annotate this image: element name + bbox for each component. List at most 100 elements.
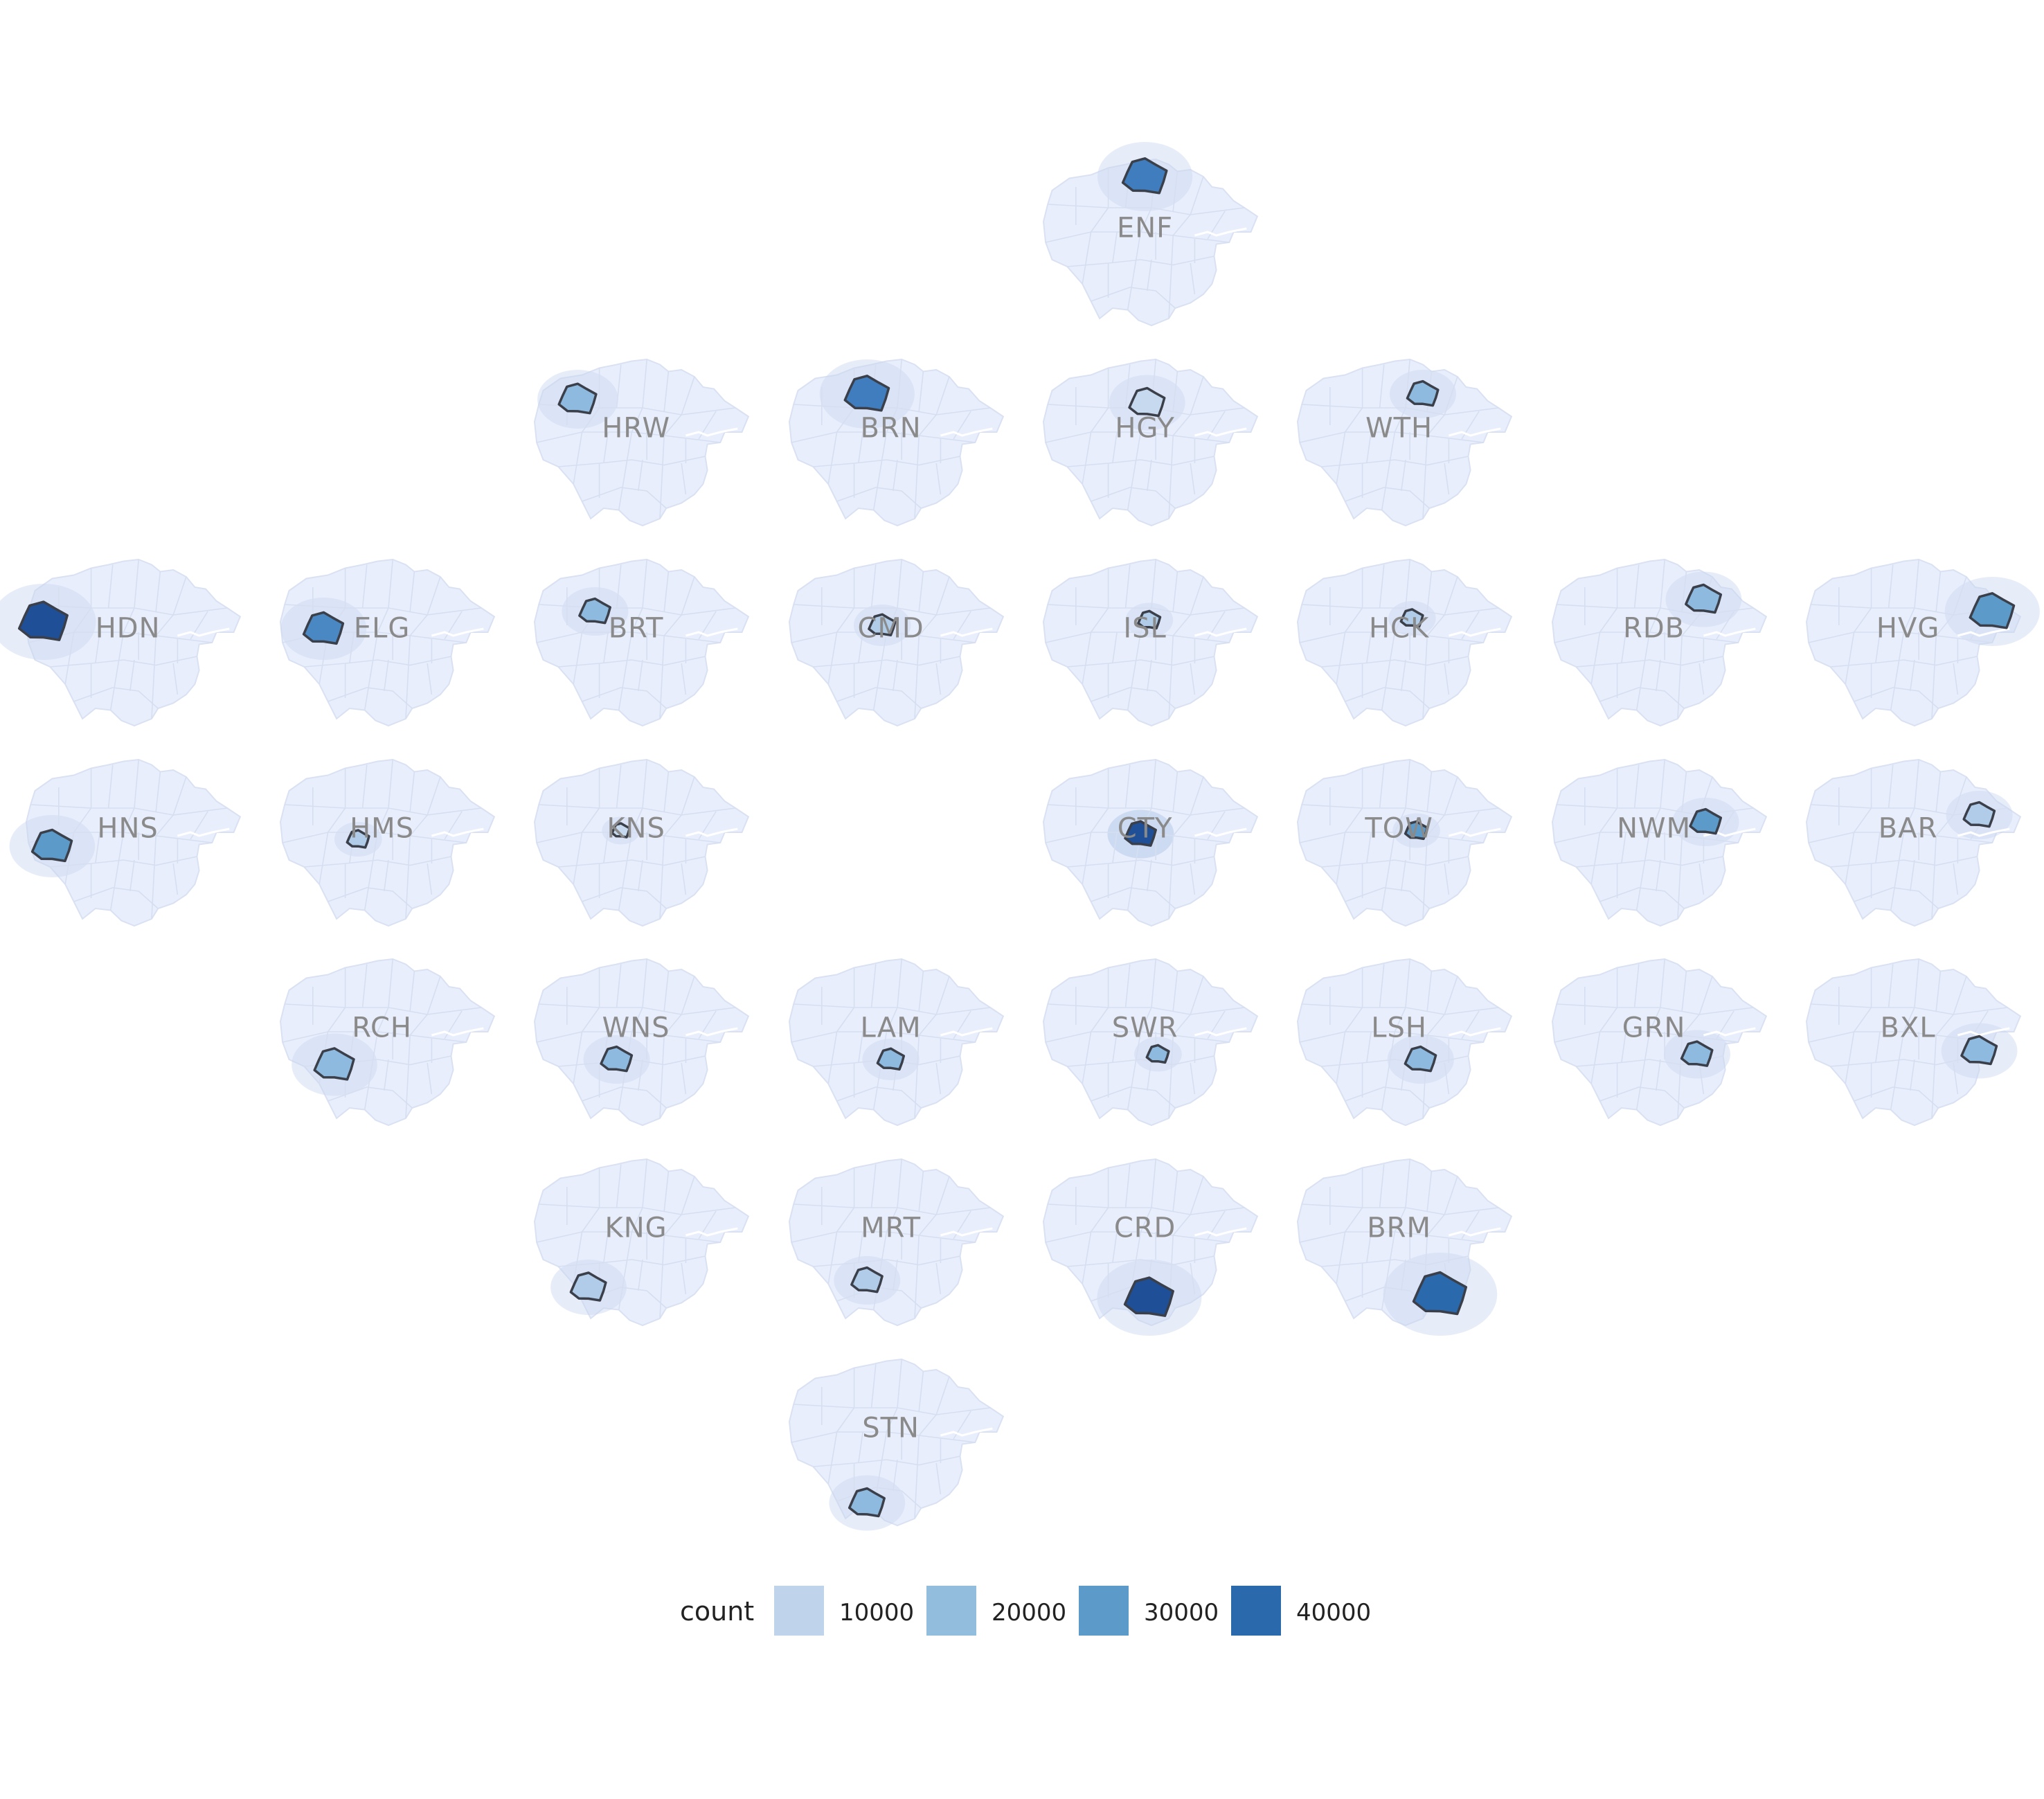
borough-boundary <box>1681 971 1687 1012</box>
borough-boundary <box>616 1164 622 1208</box>
borough-panel-hgy: HGY <box>1042 358 1259 527</box>
borough-boundary <box>1422 376 1458 519</box>
legend-label: 20000 <box>992 1599 1066 1627</box>
borough-boundary <box>1172 1171 1178 1212</box>
borough-boundary <box>1554 832 1739 843</box>
borough-boundary <box>858 632 863 664</box>
borough-panel-bar: BAR <box>1805 758 2022 927</box>
borough-boundary <box>918 1371 924 1412</box>
borough-boundary <box>1147 859 1152 892</box>
river-thames <box>1449 1227 1501 1237</box>
highlighted-borough-hvg <box>1969 592 2016 629</box>
borough-boundary <box>1067 1055 1214 1067</box>
river-thames <box>1194 427 1247 437</box>
borough-boundary <box>95 832 100 864</box>
borough-label: LSH <box>1371 1012 1427 1044</box>
borough-boundary <box>791 1031 976 1043</box>
borough-boundary <box>659 1176 695 1319</box>
highlighted-borough-mrt <box>850 1266 884 1294</box>
borough-panel-isl: ISL <box>1042 558 1259 727</box>
borough-boundary <box>1422 776 1458 920</box>
borough-boundary <box>1299 832 1484 843</box>
london-base-map <box>1042 358 1259 527</box>
borough-boundary <box>698 1210 717 1239</box>
borough-boundary <box>1302 604 1499 616</box>
borough-boundary <box>30 804 228 816</box>
river-thames <box>1194 1027 1247 1037</box>
highlighted-borough-rdb <box>1685 583 1723 614</box>
borough-panel-nwm: NWM <box>1551 758 1768 927</box>
highlighted-borough-tow <box>1404 820 1428 841</box>
borough-boundary <box>1875 832 1881 864</box>
highlighted-borough-crd <box>1123 1276 1174 1317</box>
borough-boundary <box>836 487 922 509</box>
borough-boundary <box>1854 887 1939 909</box>
borough-boundary <box>444 811 463 840</box>
borough-boundary <box>836 1287 922 1309</box>
borough-boundary <box>616 764 622 809</box>
borough-boundary <box>1336 967 1363 1084</box>
borough-label: HDN <box>96 613 161 645</box>
borough-boundary <box>618 559 647 710</box>
river-thames <box>177 627 230 637</box>
borough-boundary <box>444 611 463 640</box>
london-base-map <box>279 558 496 727</box>
borough-boundary <box>1345 887 1430 909</box>
borough-label: SWR <box>1112 1012 1178 1044</box>
london-base-map <box>1296 758 1513 927</box>
highlighted-borough-brm <box>1412 1271 1468 1316</box>
river-thames <box>431 1027 484 1037</box>
borough-boundary <box>285 604 482 616</box>
borough-boundary <box>1345 487 1430 509</box>
borough-boundary <box>1698 863 1705 895</box>
borough-boundary <box>1190 1062 1196 1095</box>
borough-boundary <box>1321 656 1469 668</box>
borough-boundary <box>1091 887 1176 909</box>
borough-boundary <box>384 859 389 892</box>
london-base-map <box>533 958 750 1127</box>
borough-boundary <box>935 463 942 495</box>
borough-boundary <box>1845 967 1872 1084</box>
borough-boundary <box>1172 971 1178 1012</box>
borough-boundary <box>870 564 877 609</box>
borough-boundary <box>1953 863 1959 895</box>
borough-boundary <box>1299 431 1484 443</box>
legend-label: 40000 <box>1296 1599 1371 1627</box>
borough-boundary <box>872 1158 902 1310</box>
river-thames <box>685 1027 738 1037</box>
highlighted-borough-lam <box>876 1047 906 1071</box>
borough-boundary <box>573 967 600 1084</box>
borough-boundary <box>794 1203 991 1215</box>
borough-boundary <box>172 663 179 695</box>
highlighted-borough-brn <box>843 375 890 412</box>
borough-boundary <box>1124 364 1131 409</box>
borough-boundary <box>1091 1086 1176 1109</box>
borough-boundary <box>618 1158 647 1310</box>
borough-boundary <box>539 804 736 816</box>
borough-boundary <box>794 604 991 616</box>
borough-boundary <box>1422 576 1458 719</box>
borough-boundary <box>1590 568 1618 685</box>
borough-boundary <box>1091 287 1176 309</box>
borough-boundary <box>1854 1086 1939 1109</box>
london-base-map <box>533 758 750 927</box>
highlighted-borough-bar <box>1962 800 1996 828</box>
borough-boundary <box>155 571 161 612</box>
borough-boundary <box>573 1167 600 1285</box>
borough-boundary <box>1633 564 1640 609</box>
borough-boundary <box>893 1459 898 1492</box>
borough-boundary <box>1422 976 1458 1119</box>
borough-boundary <box>384 659 389 692</box>
borough-boundary <box>558 1255 706 1267</box>
borough-label: RDB <box>1623 613 1685 645</box>
borough-boundary <box>1656 1059 1661 1091</box>
borough-boundary <box>1168 576 1204 719</box>
borough-boundary <box>1845 768 1872 885</box>
borough-boundary <box>1590 768 1618 885</box>
borough-boundary <box>1681 571 1687 612</box>
london-base-map <box>1042 158 1259 327</box>
highlighted-borough-grn <box>1680 1040 1714 1067</box>
borough-panel-stn: STN <box>788 1358 1005 1531</box>
borough-boundary <box>1621 832 1626 864</box>
borough-boundary <box>638 1059 643 1091</box>
